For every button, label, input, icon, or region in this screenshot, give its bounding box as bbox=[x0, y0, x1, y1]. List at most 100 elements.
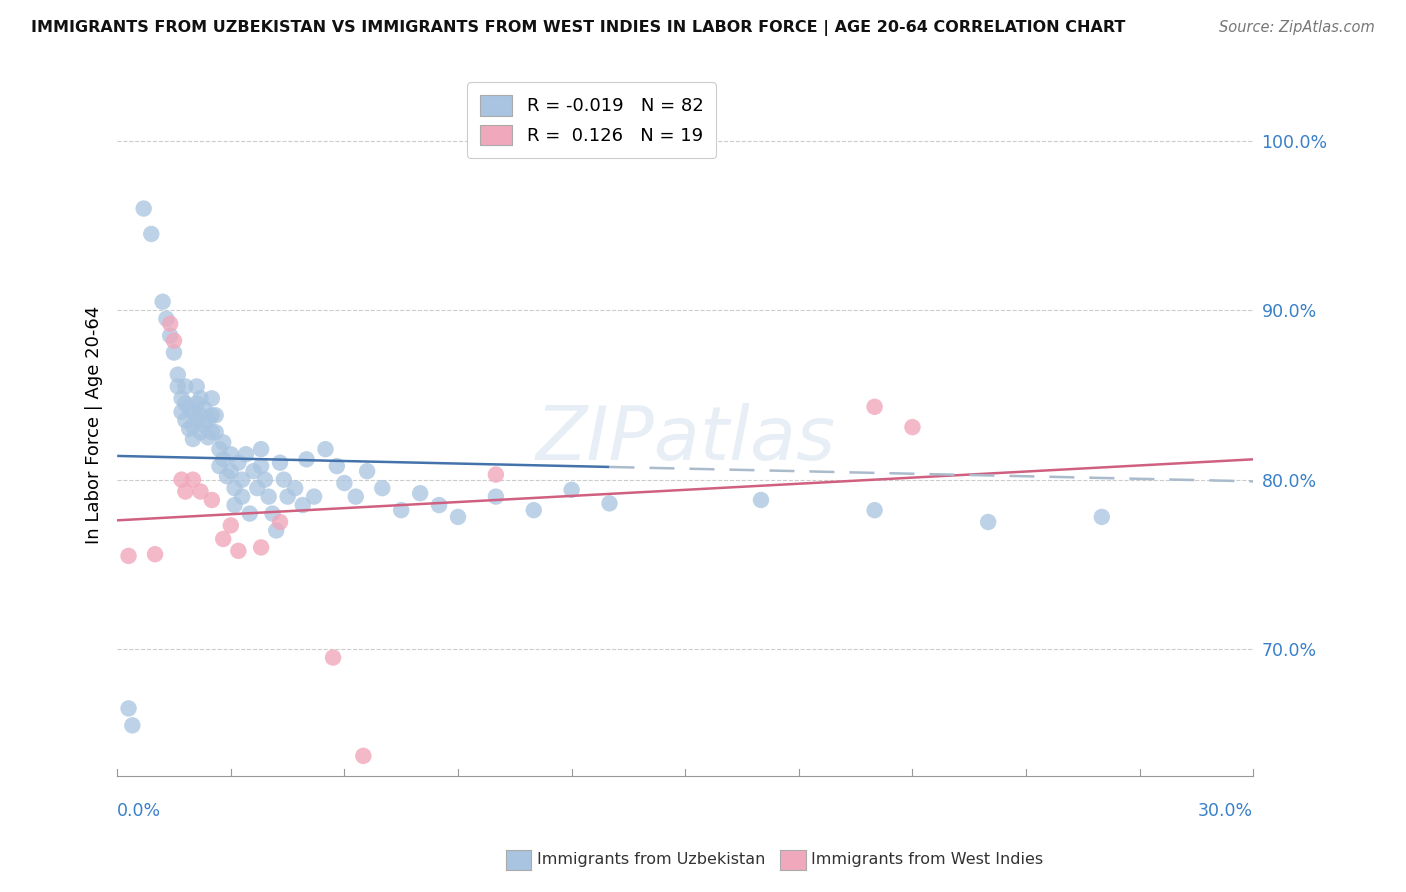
Point bbox=[215, 469, 238, 483]
Point bbox=[250, 541, 273, 555]
Text: ZIPatlas: ZIPatlas bbox=[536, 402, 835, 475]
Point bbox=[901, 420, 924, 434]
Point bbox=[352, 748, 374, 763]
Point bbox=[389, 503, 412, 517]
Point bbox=[197, 413, 219, 427]
Point bbox=[190, 409, 212, 423]
Point bbox=[132, 202, 155, 216]
Point bbox=[170, 392, 193, 406]
Point bbox=[863, 400, 886, 414]
Point bbox=[371, 481, 394, 495]
Point bbox=[208, 459, 231, 474]
Point bbox=[186, 396, 208, 410]
Point bbox=[749, 493, 772, 508]
Point bbox=[302, 490, 325, 504]
Point bbox=[117, 549, 139, 563]
Point bbox=[561, 483, 583, 497]
Point bbox=[291, 498, 314, 512]
Point bbox=[141, 227, 163, 241]
Point bbox=[224, 498, 246, 512]
Point bbox=[314, 442, 336, 457]
Point bbox=[190, 425, 212, 440]
Point bbox=[117, 701, 139, 715]
Point bbox=[344, 490, 367, 504]
Point bbox=[143, 547, 166, 561]
Point bbox=[485, 490, 508, 504]
Point bbox=[166, 368, 188, 382]
Point bbox=[231, 490, 253, 504]
Point bbox=[179, 422, 201, 436]
Point bbox=[181, 418, 204, 433]
Point bbox=[204, 425, 226, 440]
Point bbox=[273, 473, 295, 487]
Point bbox=[212, 532, 235, 546]
Point bbox=[174, 413, 197, 427]
Point bbox=[228, 544, 250, 558]
Point bbox=[170, 405, 193, 419]
Point bbox=[201, 425, 224, 440]
Point bbox=[204, 409, 226, 423]
Point bbox=[163, 334, 186, 348]
Point bbox=[257, 490, 280, 504]
Point bbox=[190, 484, 212, 499]
Point bbox=[253, 473, 276, 487]
Point bbox=[295, 452, 318, 467]
Point bbox=[598, 496, 620, 510]
Point bbox=[170, 473, 193, 487]
Point bbox=[224, 481, 246, 495]
Point bbox=[186, 379, 208, 393]
Point bbox=[356, 464, 378, 478]
Point bbox=[208, 442, 231, 457]
Point bbox=[447, 510, 470, 524]
Point bbox=[155, 311, 177, 326]
Text: 30.0%: 30.0% bbox=[1198, 802, 1253, 820]
Point bbox=[152, 294, 174, 309]
Point bbox=[201, 493, 224, 508]
Point bbox=[863, 503, 886, 517]
Point bbox=[427, 498, 450, 512]
Point bbox=[269, 515, 291, 529]
Point bbox=[277, 490, 299, 504]
Point bbox=[326, 459, 349, 474]
Point bbox=[235, 447, 257, 461]
Legend: R = -0.019   N = 82, R =  0.126   N = 19: R = -0.019 N = 82, R = 0.126 N = 19 bbox=[467, 82, 716, 158]
Point bbox=[250, 459, 273, 474]
Point bbox=[977, 515, 1000, 529]
Point bbox=[322, 650, 344, 665]
Point bbox=[409, 486, 432, 500]
Point bbox=[239, 507, 262, 521]
Text: Source: ZipAtlas.com: Source: ZipAtlas.com bbox=[1219, 20, 1375, 35]
Point bbox=[485, 467, 508, 482]
Point bbox=[179, 401, 201, 416]
Text: Immigrants from Uzbekistan: Immigrants from Uzbekistan bbox=[537, 853, 765, 867]
Point bbox=[181, 432, 204, 446]
Point bbox=[228, 456, 250, 470]
Point bbox=[174, 379, 197, 393]
Point bbox=[186, 413, 208, 427]
Point bbox=[246, 481, 269, 495]
Point bbox=[159, 317, 181, 331]
Point bbox=[523, 503, 546, 517]
Point bbox=[219, 447, 242, 461]
Point bbox=[231, 473, 253, 487]
Point bbox=[181, 405, 204, 419]
Point bbox=[284, 481, 307, 495]
Point bbox=[219, 518, 242, 533]
Text: Immigrants from West Indies: Immigrants from West Indies bbox=[811, 853, 1043, 867]
Point bbox=[269, 456, 291, 470]
Point bbox=[212, 452, 235, 467]
Y-axis label: In Labor Force | Age 20-64: In Labor Force | Age 20-64 bbox=[86, 305, 103, 544]
Point bbox=[262, 507, 284, 521]
Point bbox=[242, 464, 264, 478]
Point bbox=[159, 328, 181, 343]
Point bbox=[166, 379, 188, 393]
Point bbox=[264, 524, 287, 538]
Point bbox=[201, 392, 224, 406]
Point bbox=[201, 409, 224, 423]
Point bbox=[174, 396, 197, 410]
Point bbox=[333, 476, 356, 491]
Point bbox=[121, 718, 143, 732]
Point bbox=[1091, 510, 1114, 524]
Point bbox=[193, 418, 215, 433]
Point bbox=[174, 484, 197, 499]
